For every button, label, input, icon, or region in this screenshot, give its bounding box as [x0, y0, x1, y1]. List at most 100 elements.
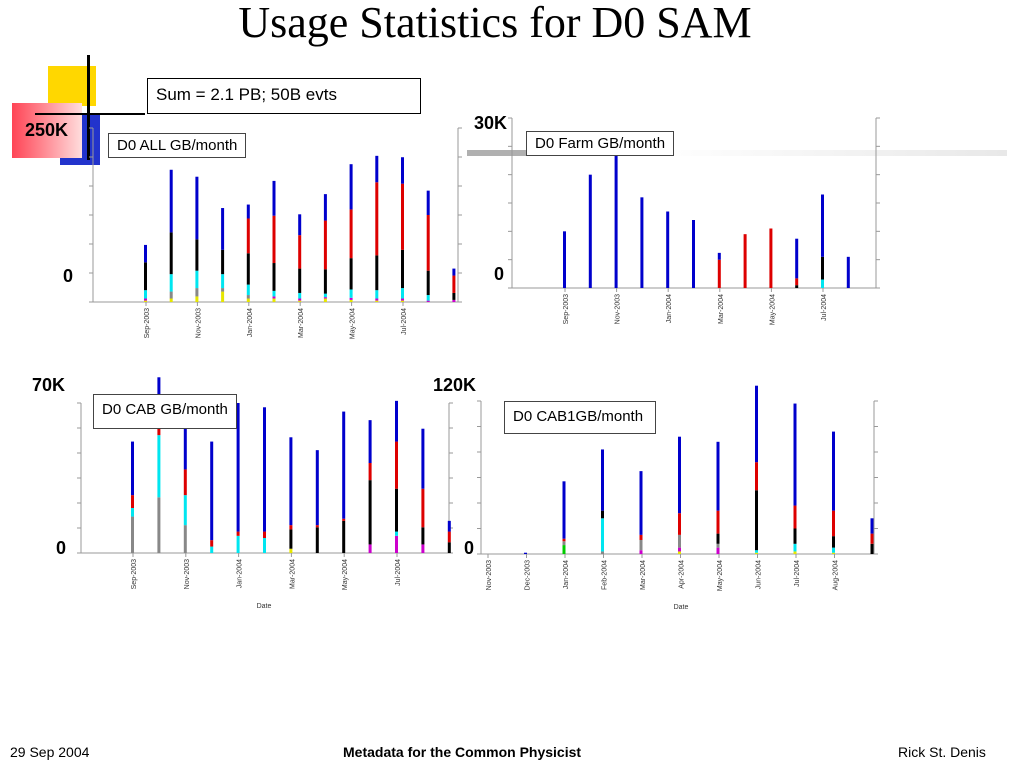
bar-segment-cyan [601, 518, 604, 552]
chart-title-d0-all: D0 ALL GB/month [108, 133, 247, 158]
bar-segment-black [144, 262, 147, 291]
bar-segment-red [315, 525, 319, 528]
bar-segment-blue [716, 441, 720, 511]
x-tick-label: Jul-2004 [794, 560, 801, 587]
bar-segment-black [315, 527, 319, 553]
bar-segment-blue [349, 164, 353, 210]
bar-segment-magenta [349, 297, 353, 300]
bar-segment-magenta [395, 535, 398, 553]
deco-red-gradient [12, 103, 82, 158]
bar-segment-gray [678, 534, 681, 548]
bar-segment-red [678, 513, 681, 535]
bar-segment-blue [563, 231, 566, 288]
bar-segment-red [183, 469, 187, 496]
bar-segment-blue [614, 146, 618, 288]
bar-segment-gray [157, 497, 161, 553]
bar-segment-black [426, 270, 430, 296]
bar-segment-cyan [395, 531, 398, 536]
bar-segment-blue [426, 190, 430, 215]
bar-segment-blue [678, 436, 681, 514]
bar-segment-black [272, 263, 276, 291]
x-tick-label: Nov-2003 [195, 308, 202, 338]
x-tick-label: Jul-2004 [401, 308, 408, 335]
bar-segment-black [169, 232, 173, 275]
x-tick-label: Aug-2004 [833, 560, 840, 590]
bar-segment-cyan [821, 279, 824, 288]
x-tick-label: Jan-2004 [563, 560, 570, 589]
bar-segment-blue [183, 424, 187, 470]
bar-segment-yellow [323, 298, 327, 302]
bar-segment-black [421, 527, 425, 545]
bar-segment-blue [342, 411, 346, 519]
bar-segment-red [421, 488, 425, 528]
bar-segment-red [342, 518, 346, 521]
bar-segment-blue [315, 450, 319, 526]
x-tick-label: Dec-2003 [525, 560, 532, 590]
bar-segment-blue [755, 385, 758, 463]
bar-segment-cyan [131, 508, 134, 517]
bar-segment-gray [246, 295, 250, 299]
bar-segment-red [447, 531, 451, 543]
bar-segment-red [795, 278, 799, 286]
x-tick-label: Jan-2004 [247, 308, 254, 337]
bar-segment-yellow [272, 298, 276, 302]
bar-segment-black [221, 249, 225, 275]
x-tick-label: Jul-2004 [821, 294, 828, 321]
bar-segment-yellow [793, 551, 797, 554]
x-tick-label: Apr-2004 [679, 560, 686, 589]
bar-segment-magenta [452, 299, 456, 302]
x-tick-label: Feb-2004 [602, 560, 609, 590]
bar-segment-red [131, 495, 134, 508]
bar-segment-red [716, 510, 720, 534]
chart-title-d0-cab: D0 CAB GB/month [93, 394, 237, 429]
bar-segment-blue [717, 252, 721, 260]
bar-segment-red [375, 182, 379, 256]
bar-segment-black [342, 520, 346, 553]
bar-segment-cyan [183, 495, 187, 526]
bar-segment-magenta [716, 547, 720, 554]
bar-segment-red [349, 209, 353, 259]
deco-black-vline [87, 55, 90, 160]
bar-segment-cyan [323, 293, 327, 298]
bar-segment-gray [131, 516, 134, 553]
x-tick-label: Nov-2003 [615, 294, 622, 324]
bar-segment-blue [368, 420, 372, 463]
bar-segment-cyan [832, 547, 835, 553]
bar-segment-red [832, 510, 835, 537]
bar-segment-red [870, 533, 874, 544]
bar-segment-black [298, 268, 302, 293]
bar-segment-magenta [298, 298, 302, 301]
bar-segment-blue [210, 441, 214, 541]
bar-segment-yellow [195, 296, 199, 302]
bar-segment-cyan [755, 550, 758, 553]
bar-segment-blue [272, 180, 276, 216]
bar-segment-yellow [349, 299, 353, 302]
bar-segment-blue [692, 220, 695, 288]
bar-segment-yellow [221, 291, 225, 302]
bar-segment-red [246, 218, 250, 254]
bar-segment-red [562, 538, 566, 542]
bar-segment-black [716, 533, 720, 544]
bar-segment-red [368, 463, 372, 481]
bar-segment-blue [395, 400, 398, 442]
chart-title-d0-farm: D0 Farm GB/month [526, 131, 675, 156]
bar-segment-magenta [368, 544, 372, 553]
bar-segment-cyan [246, 284, 250, 296]
bar-segment-blue [169, 169, 173, 233]
bar-segment-blue [323, 194, 327, 221]
bar-segment-gray [601, 551, 604, 554]
bar-segment-black [452, 292, 456, 300]
footer-date: 29 Sep 2004 [10, 744, 90, 760]
x-tick-label: Mar-2004 [298, 308, 305, 338]
x-tick-label: May-2004 [350, 308, 357, 339]
bar-segment-red [426, 215, 430, 271]
all-max-label: 250K [25, 120, 69, 140]
x-tick-label: May-2004 [717, 560, 724, 591]
bar-segment-cyan [263, 538, 266, 553]
farm-max-label: 30K [474, 113, 508, 133]
bar-segment-black [601, 510, 604, 519]
bar-segment-black [821, 256, 824, 280]
bar-segment-red [236, 531, 240, 536]
bar-segment-black [368, 480, 372, 545]
bar-segment-red [210, 540, 214, 547]
